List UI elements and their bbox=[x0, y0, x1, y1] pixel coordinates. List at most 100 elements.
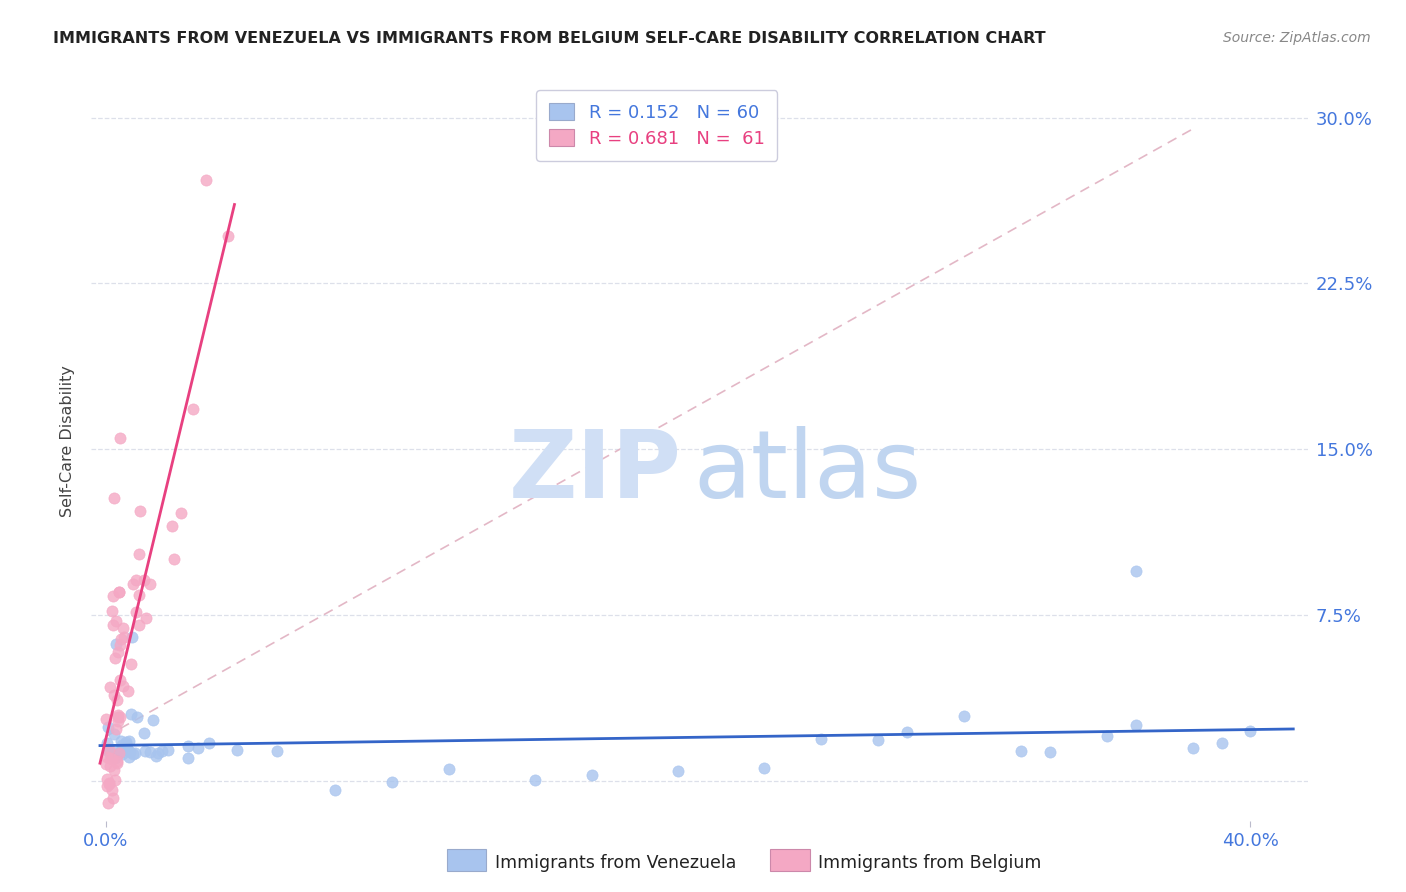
Point bbox=[110, 733, 132, 747]
Text: ZIP: ZIP bbox=[509, 425, 682, 518]
Point bbox=[111, 747, 134, 761]
Point bbox=[163, 551, 186, 566]
Point bbox=[1039, 745, 1062, 759]
Point bbox=[1010, 744, 1032, 758]
Point bbox=[98, 751, 121, 765]
Point bbox=[122, 577, 145, 591]
Point bbox=[108, 585, 131, 599]
Point bbox=[142, 713, 165, 727]
Point bbox=[96, 772, 118, 786]
Point bbox=[145, 749, 167, 764]
Point bbox=[100, 748, 122, 763]
Point bbox=[100, 783, 122, 797]
Point bbox=[94, 756, 117, 771]
Point bbox=[101, 752, 124, 766]
Point bbox=[121, 630, 143, 644]
Point bbox=[111, 739, 134, 753]
Point bbox=[146, 746, 169, 760]
Point bbox=[128, 588, 150, 602]
Point bbox=[160, 519, 183, 533]
Point bbox=[100, 759, 122, 773]
Point bbox=[105, 754, 128, 768]
Point bbox=[134, 744, 156, 758]
Point bbox=[105, 756, 128, 770]
Point bbox=[177, 751, 200, 765]
Text: atlas: atlas bbox=[693, 425, 922, 518]
Text: Immigrants from Belgium: Immigrants from Belgium bbox=[818, 854, 1042, 871]
Point bbox=[868, 732, 890, 747]
Point bbox=[108, 585, 131, 599]
Point bbox=[105, 614, 128, 628]
Point bbox=[107, 693, 129, 707]
Point bbox=[110, 632, 132, 646]
Point bbox=[104, 651, 127, 665]
Point bbox=[111, 622, 134, 636]
Point bbox=[1211, 736, 1233, 750]
Point bbox=[323, 783, 346, 797]
Point bbox=[105, 637, 128, 651]
Point bbox=[127, 710, 149, 724]
Point bbox=[108, 638, 131, 652]
Point bbox=[1182, 740, 1205, 755]
Point bbox=[103, 491, 125, 505]
Point bbox=[217, 229, 239, 244]
Text: IMMIGRANTS FROM VENEZUELA VS IMMIGRANTS FROM BELGIUM SELF-CARE DISABILITY CORREL: IMMIGRANTS FROM VENEZUELA VS IMMIGRANTS … bbox=[53, 31, 1046, 46]
Point bbox=[114, 738, 136, 752]
Point bbox=[104, 751, 127, 765]
Point bbox=[107, 746, 129, 760]
Point bbox=[96, 736, 118, 750]
Point bbox=[96, 749, 118, 764]
Point bbox=[122, 747, 145, 761]
Point bbox=[104, 773, 127, 788]
Point bbox=[97, 744, 120, 758]
Point bbox=[105, 722, 128, 736]
Point bbox=[111, 679, 134, 693]
Point bbox=[194, 172, 217, 186]
Point bbox=[117, 743, 139, 757]
Point bbox=[108, 431, 131, 445]
Point bbox=[129, 504, 152, 518]
Point bbox=[97, 796, 120, 810]
Text: Source: ZipAtlas.com: Source: ZipAtlas.com bbox=[1223, 31, 1371, 45]
Point bbox=[138, 577, 160, 591]
Point bbox=[97, 742, 120, 756]
Point bbox=[98, 742, 121, 756]
Y-axis label: Self-Care Disability: Self-Care Disability bbox=[60, 366, 76, 517]
Point bbox=[98, 776, 121, 790]
Legend: R = 0.152   N = 60, R = 0.681   N =  61: R = 0.152 N = 60, R = 0.681 N = 61 bbox=[537, 90, 778, 161]
Point bbox=[1125, 717, 1147, 731]
Point bbox=[107, 710, 129, 724]
Point bbox=[132, 726, 155, 740]
Point bbox=[101, 604, 124, 618]
Point bbox=[108, 710, 131, 724]
Point bbox=[103, 727, 125, 741]
Point bbox=[118, 733, 141, 747]
Point bbox=[125, 605, 148, 619]
Point bbox=[115, 735, 138, 749]
Text: Immigrants from Venezuela: Immigrants from Venezuela bbox=[495, 854, 737, 871]
Point bbox=[124, 747, 146, 761]
Point bbox=[135, 611, 157, 625]
Point bbox=[134, 574, 156, 588]
Point bbox=[266, 743, 288, 757]
Point bbox=[197, 736, 219, 750]
Point bbox=[181, 402, 204, 417]
Point bbox=[1239, 723, 1261, 738]
Point bbox=[110, 673, 132, 687]
Point bbox=[117, 684, 139, 698]
Point bbox=[896, 725, 918, 739]
Point bbox=[107, 714, 129, 728]
Point bbox=[810, 732, 832, 747]
Point bbox=[1125, 564, 1147, 578]
Point bbox=[117, 743, 139, 757]
Point bbox=[103, 750, 125, 764]
Point bbox=[177, 739, 200, 754]
Point bbox=[118, 745, 141, 759]
Point bbox=[103, 688, 125, 702]
Point bbox=[666, 764, 689, 778]
Point bbox=[1097, 729, 1119, 743]
Point bbox=[108, 746, 131, 760]
Point bbox=[170, 506, 193, 520]
Point bbox=[105, 745, 128, 759]
Point bbox=[96, 712, 118, 726]
